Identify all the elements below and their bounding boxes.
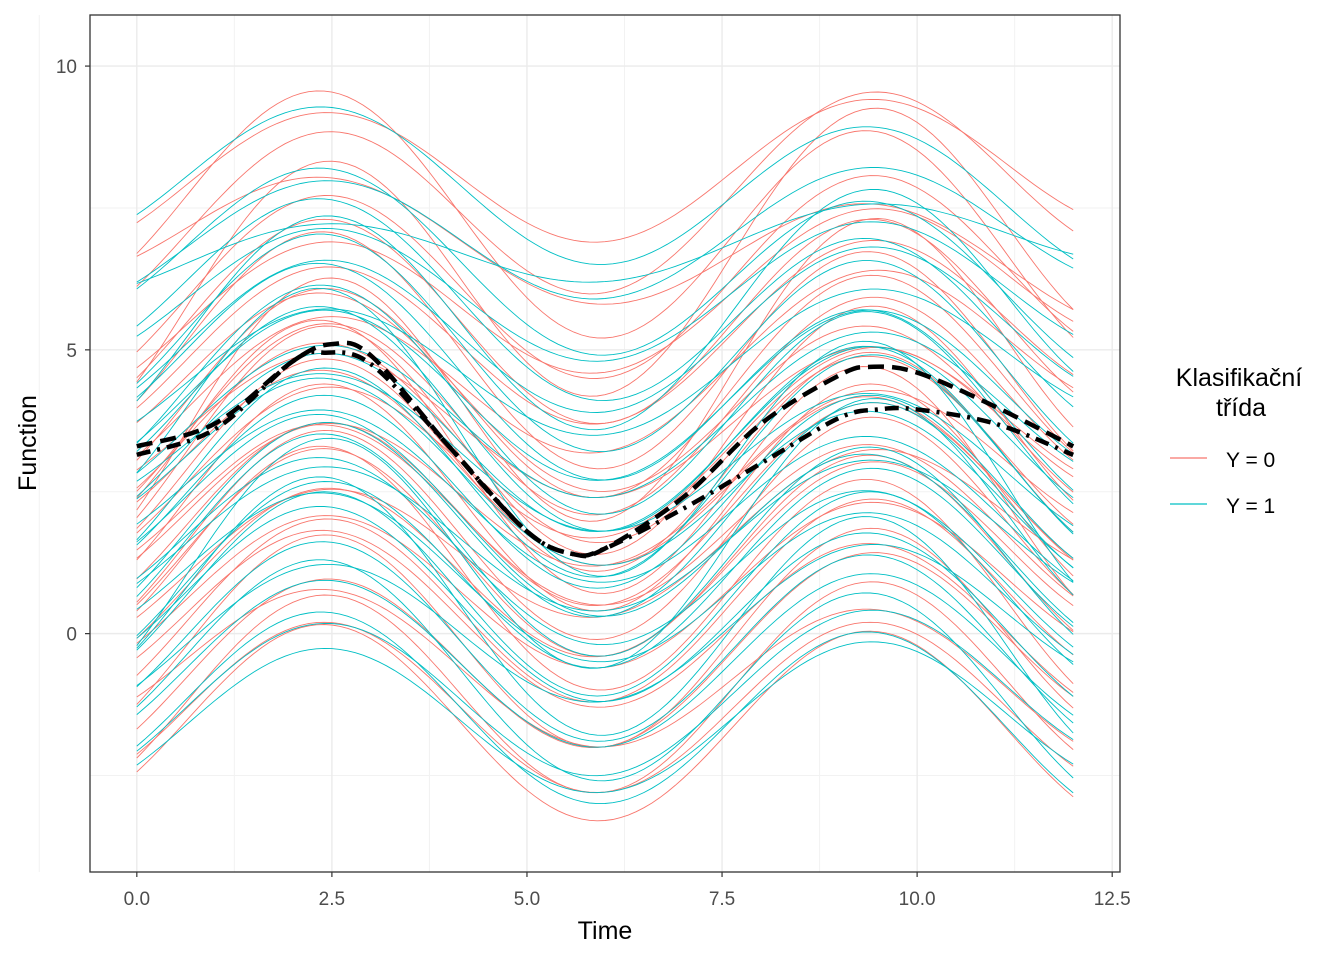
y-tick-label: 0 xyxy=(66,625,77,646)
curve-y1 xyxy=(136,641,1074,794)
curve-y1 xyxy=(136,167,1074,300)
y-tick-label: 10 xyxy=(56,57,77,78)
x-axis-title: Time xyxy=(578,917,633,945)
curve-y1 xyxy=(136,188,1074,431)
curve-y1 xyxy=(136,476,1074,736)
curve-y1 xyxy=(136,544,1074,703)
curve-y0 xyxy=(136,90,1074,339)
curves xyxy=(136,90,1074,822)
curve-y1 xyxy=(136,377,1074,568)
mean-line-dashed xyxy=(136,340,1075,559)
curve-y1 xyxy=(136,221,1074,362)
curve-y0 xyxy=(136,91,1074,295)
curve-y1 xyxy=(136,541,1074,742)
curve-y1 xyxy=(136,559,1074,782)
curve-y1 xyxy=(136,409,1074,583)
curve-y0 xyxy=(136,529,1074,708)
curve-y1 xyxy=(136,491,1074,697)
x-tick-label: 0.0 xyxy=(124,889,150,910)
y-tick-label: 5 xyxy=(66,341,77,362)
curve-y0 xyxy=(136,240,1074,425)
legend-label-y0: Y = 0 xyxy=(1226,449,1275,472)
curve-y1 xyxy=(136,433,1074,657)
curve-y1 xyxy=(136,611,1074,805)
curve-y0 xyxy=(136,416,1074,640)
curve-y1 xyxy=(136,106,1074,265)
x-tick-label: 10.0 xyxy=(899,889,936,910)
curve-y1 xyxy=(136,492,1074,663)
curve-y1 xyxy=(136,398,1074,669)
legend-title-line2: třída xyxy=(1216,394,1266,422)
curve-y0 xyxy=(136,107,1074,397)
curve-y1 xyxy=(136,287,1074,583)
curve-y1 xyxy=(136,373,1074,532)
x-tick-label: 12.5 xyxy=(1094,889,1131,910)
curve-y1 xyxy=(136,284,1074,515)
mean-line-dotdash xyxy=(136,349,1075,558)
curve-y0 xyxy=(136,445,1074,691)
curve-y1 xyxy=(136,198,1074,408)
curve-y1 xyxy=(136,233,1074,453)
curve-y1 xyxy=(136,309,1074,481)
curve-y0 xyxy=(136,305,1074,555)
plot-panel xyxy=(90,15,1120,872)
curve-y0 xyxy=(136,98,1074,243)
curve-y0 xyxy=(136,624,1074,822)
curve-y0 xyxy=(136,424,1074,606)
curve-y1 xyxy=(136,331,1074,499)
curve-y1 xyxy=(136,246,1074,413)
curve-y1 xyxy=(136,459,1074,612)
x-axis-ticks: 0.0 2.5 5.0 7.5 10.0 12.5 xyxy=(124,872,1131,910)
curve-y1 xyxy=(136,609,1074,777)
curve-y1 xyxy=(136,167,1074,358)
y-axis-title: Function xyxy=(14,395,42,491)
curve-y0 xyxy=(136,346,1074,539)
curve-y0 xyxy=(136,319,1074,596)
legend-title-line1: Klasifikační xyxy=(1176,364,1302,392)
curve-y0 xyxy=(136,176,1074,310)
mean-lines xyxy=(136,340,1075,559)
y-axis-ticks: 0 5 10 xyxy=(56,57,90,646)
x-tick-label: 5.0 xyxy=(514,889,540,910)
curve-y1 xyxy=(136,413,1074,623)
curve-y1 xyxy=(136,288,1074,436)
curve-y0 xyxy=(136,231,1074,470)
legend: Klasifikační třída Y = 0 Y = 1 xyxy=(1170,364,1302,518)
legend-label-y1: Y = 1 xyxy=(1226,495,1275,518)
curve-y1 xyxy=(136,573,1074,748)
curve-y0 xyxy=(136,351,1074,572)
panel-border xyxy=(89,14,1121,873)
x-tick-label: 2.5 xyxy=(319,889,345,910)
x-tick-label: 7.5 xyxy=(709,889,735,910)
curve-y1 xyxy=(136,203,1074,284)
